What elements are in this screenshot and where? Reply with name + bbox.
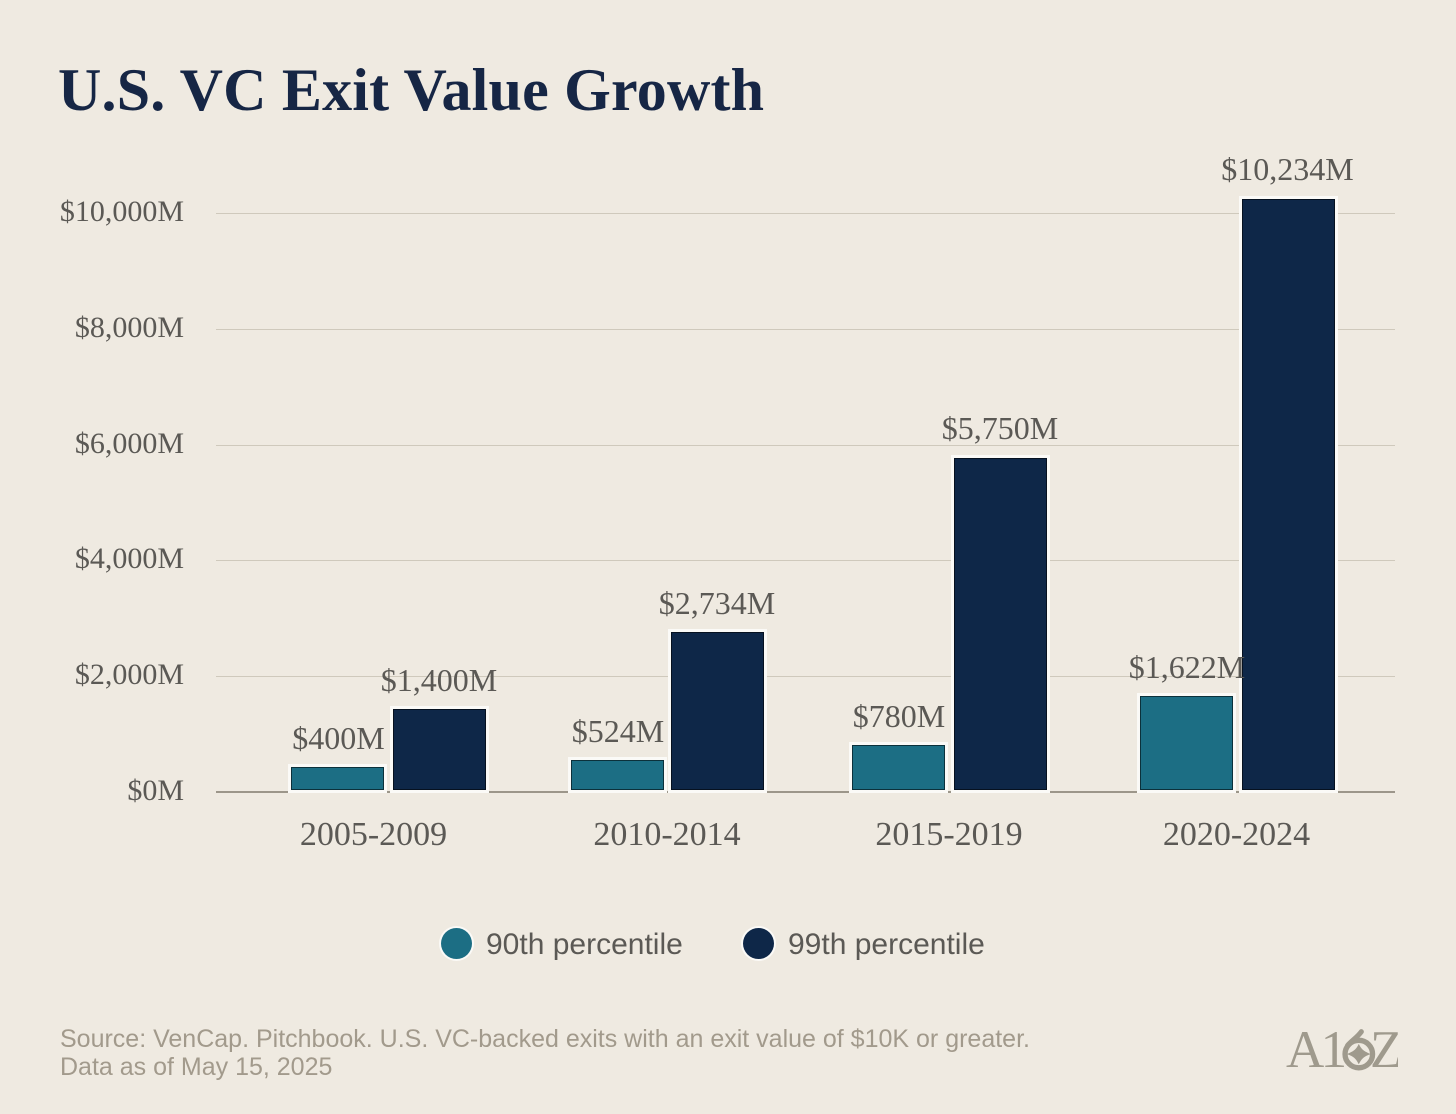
svg-text:Z: Z — [1370, 1022, 1398, 1078]
svg-text:A: A — [1286, 1022, 1324, 1078]
